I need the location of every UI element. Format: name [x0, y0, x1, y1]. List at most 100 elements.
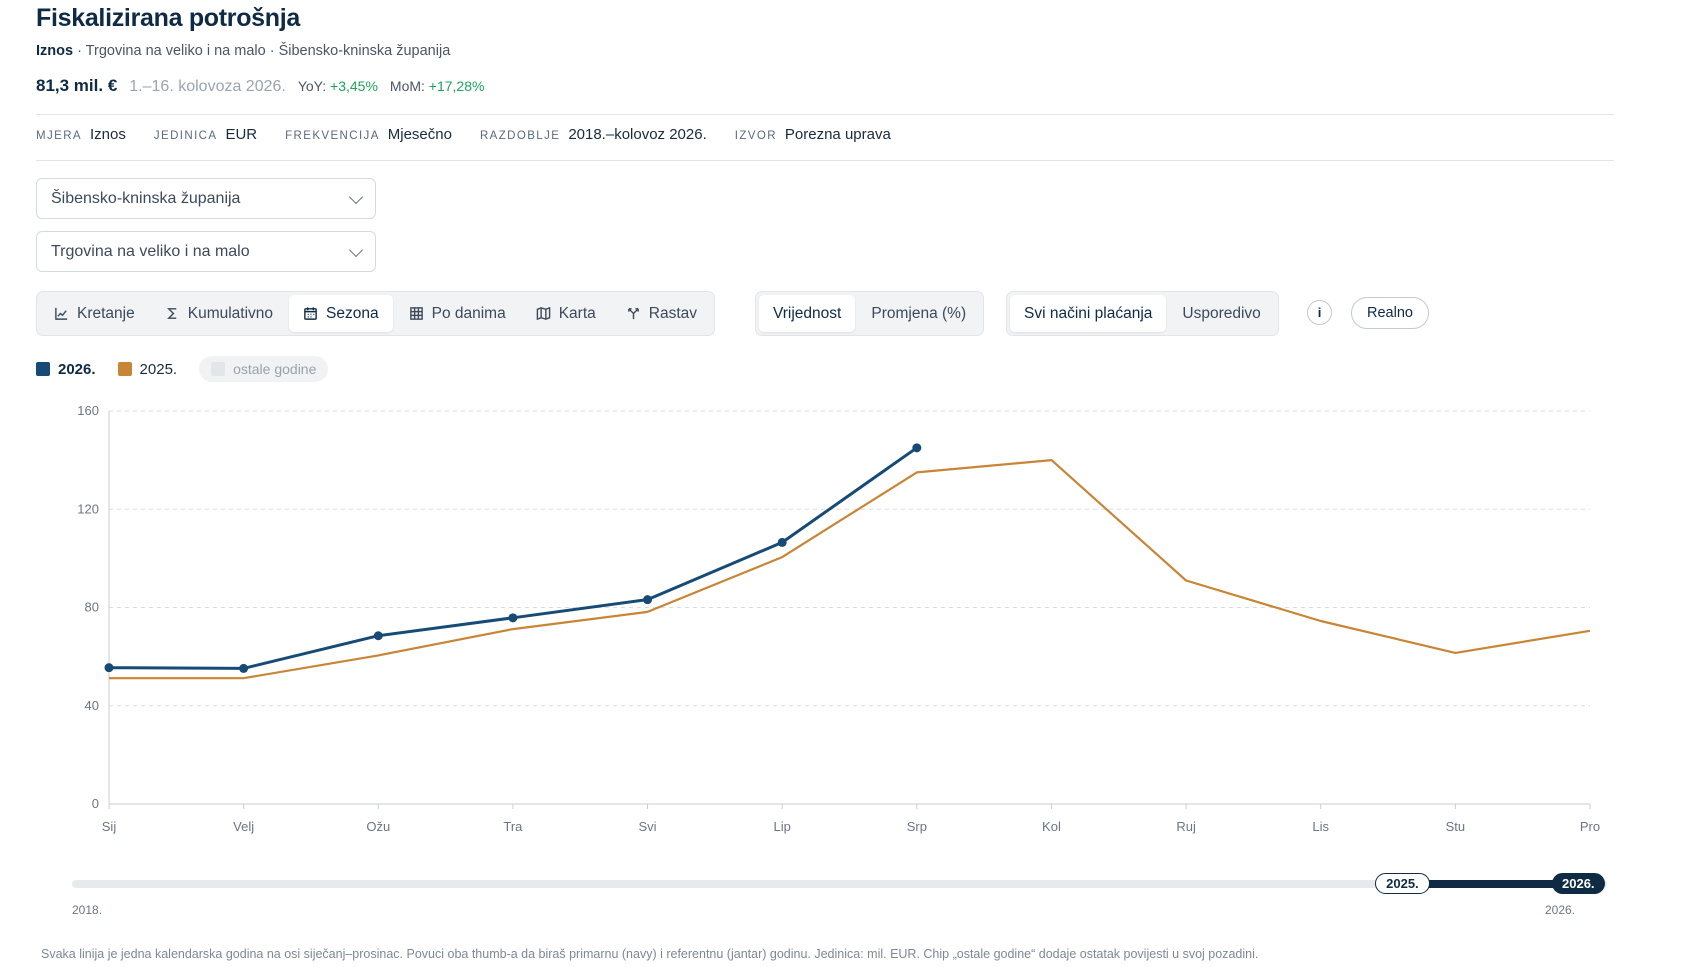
- series-line-2025.: [109, 459, 1591, 680]
- meta-value: EUR: [225, 126, 258, 143]
- legend-swatch-primary: [36, 362, 50, 376]
- mom-value: +17,28%: [428, 78, 485, 94]
- line-chart-icon: [55, 307, 68, 320]
- tab-label: Po danima: [431, 304, 506, 322]
- tab-label: Sezona: [326, 304, 379, 322]
- x-tick-label: Lis: [1312, 819, 1329, 834]
- x-tick-label: Ožu: [366, 819, 390, 834]
- meta-period: RAZDOBLJE 2018.–kolovoz 2026.: [480, 126, 707, 143]
- chip-label: ostale godine: [233, 361, 317, 377]
- meta-key: RAZDOBLJE: [479, 130, 561, 142]
- meta-value: 2018.–kolovoz 2026.: [568, 126, 707, 143]
- subtitle-measure: Iznos: [36, 43, 74, 59]
- meta-key: JEDINICA: [153, 130, 218, 142]
- meta-value: Porezna uprava: [784, 126, 891, 143]
- data-point: [104, 663, 114, 673]
- meta-key: IZVOR: [734, 130, 777, 142]
- y-tick-label: 80: [85, 600, 99, 615]
- x-tick-label: Lip: [774, 819, 791, 834]
- county-select[interactable]: Šibensko-kninska županija: [36, 178, 376, 219]
- tab-usporedivo[interactable]: Usporedivo: [1168, 295, 1274, 332]
- legend-item-reference[interactable]: 2025.: [117, 360, 178, 378]
- meta-value: Mjesečno: [387, 126, 452, 143]
- x-tick-label: Ruj: [1176, 819, 1196, 834]
- tab-karta[interactable]: Karta: [522, 295, 610, 332]
- info-icon[interactable]: i: [1307, 300, 1332, 325]
- subtitle-context: · Trgovina na veliko i na malo · Šibensk…: [73, 43, 451, 59]
- tab-label: Svi načini plaćanja: [1024, 304, 1153, 322]
- page-subtitle: Iznos · Trgovina na veliko i na malo · Š…: [36, 43, 450, 59]
- kpi-period: 1.–16. kolovoza 2026.: [129, 78, 286, 95]
- x-tick-label: Svi: [639, 819, 657, 834]
- range-start-label: 2018.: [72, 903, 103, 917]
- divider-meta: [36, 160, 1614, 161]
- tab-label: Vrijednost: [773, 304, 842, 322]
- meta-frequency: FREKVENCIJA Mjesečno: [285, 126, 452, 143]
- primary-year-thumb[interactable]: 2026.: [1552, 873, 1605, 894]
- county-select-value: Šibensko-kninska županija: [51, 189, 241, 207]
- x-tick-label: Velj: [233, 819, 254, 834]
- y-tick-label: 120: [77, 501, 99, 516]
- range-end-label: 2026.: [1545, 903, 1576, 917]
- tab-label: Rastav: [648, 304, 698, 322]
- chip-swatch: [211, 362, 226, 376]
- tab-vrijednost[interactable]: Vrijednost: [759, 295, 856, 332]
- series-line-2026.: [108, 446, 918, 670]
- x-tick-label: Stu: [1446, 819, 1466, 834]
- meta-bar: MJERA Iznos JEDINICA EUR FREKVENCIJA Mjeseč…: [36, 126, 891, 143]
- meta-source: IZVOR Porezna uprava: [735, 126, 891, 143]
- sigma-icon: [166, 308, 176, 319]
- payment-tabs: Svi načini plaćanja Usporedivo: [1006, 291, 1279, 336]
- yoy-label: YoY:: [297, 78, 327, 94]
- year-range-track[interactable]: [72, 880, 1607, 888]
- kpi-row: 81,3 mil. € 1.–16. kolovoza 2026. YoY: +…: [36, 76, 484, 96]
- reference-year-thumb[interactable]: 2025.: [1375, 873, 1430, 894]
- data-point: [777, 537, 787, 547]
- grid-icon: [409, 307, 423, 320]
- tab-po-danima[interactable]: Po danima: [395, 295, 520, 332]
- x-tick-label: Tra: [503, 819, 523, 834]
- value-tabs: Vrijednost Promjena (%): [755, 291, 985, 336]
- y-tick-label: 0: [92, 796, 99, 811]
- yoy-value: +3,45%: [330, 78, 378, 94]
- tab-label: Kumulativno: [187, 304, 274, 322]
- split-icon: [627, 308, 639, 320]
- meta-key: FREKVENCIJA: [285, 130, 380, 142]
- footnote: Svaka linija je jedna kalendarska godina…: [41, 947, 1259, 961]
- realno-toggle[interactable]: Realno: [1351, 297, 1429, 329]
- sector-select[interactable]: Trgovina na veliko i na malo: [36, 231, 376, 272]
- tab-kumulativno[interactable]: Kumulativno: [151, 295, 287, 332]
- tab-promjena[interactable]: Promjena (%): [857, 295, 980, 332]
- y-tick-label: 40: [85, 698, 99, 713]
- divider-top: [36, 114, 1614, 115]
- meta-value: Iznos: [89, 126, 126, 143]
- x-tick-label: Pro: [1580, 819, 1600, 834]
- kpi-yoy: YoY: +3,45%: [298, 78, 378, 94]
- season-chart: 0 40 80 120 160 Sij Velj Ožu Tra Svi Lip Srp Kol Ruj L…: [77, 403, 1600, 834]
- tab-label: Promjena (%): [871, 304, 967, 322]
- kpi-mom: MoM: +17,28%: [390, 78, 485, 94]
- legend-label: 2026.: [58, 360, 96, 378]
- tab-kretanje[interactable]: Kretanje: [40, 295, 149, 332]
- x-tick-label: Sij: [102, 819, 117, 834]
- data-point: [912, 443, 922, 453]
- data-point: [239, 663, 249, 673]
- meta-measure: MJERA Iznos: [36, 126, 126, 143]
- legend-label: 2025.: [139, 360, 178, 378]
- x-tick-label: Kol: [1042, 819, 1061, 834]
- others-chip[interactable]: ostale godine: [199, 356, 329, 382]
- kpi-value: 81,3 mil. €: [36, 76, 118, 95]
- year-range-fill: [1405, 880, 1597, 888]
- data-point: [643, 595, 653, 605]
- tab-sezona[interactable]: Sezona: [289, 295, 393, 332]
- legend-item-primary[interactable]: 2026.: [36, 361, 96, 378]
- data-point: [508, 613, 518, 623]
- tab-rastav[interactable]: Rastav: [612, 295, 711, 332]
- tab-label: Karta: [558, 304, 596, 322]
- tab-label: Usporedivo: [1182, 304, 1261, 322]
- meta-unit: JEDINICA EUR: [154, 126, 257, 143]
- map-icon: [536, 306, 551, 321]
- mom-label: MoM:: [389, 78, 425, 94]
- tab-label: Kretanje: [77, 304, 135, 322]
- tab-svi-nacini[interactable]: Svi načini plaćanja: [1010, 295, 1167, 332]
